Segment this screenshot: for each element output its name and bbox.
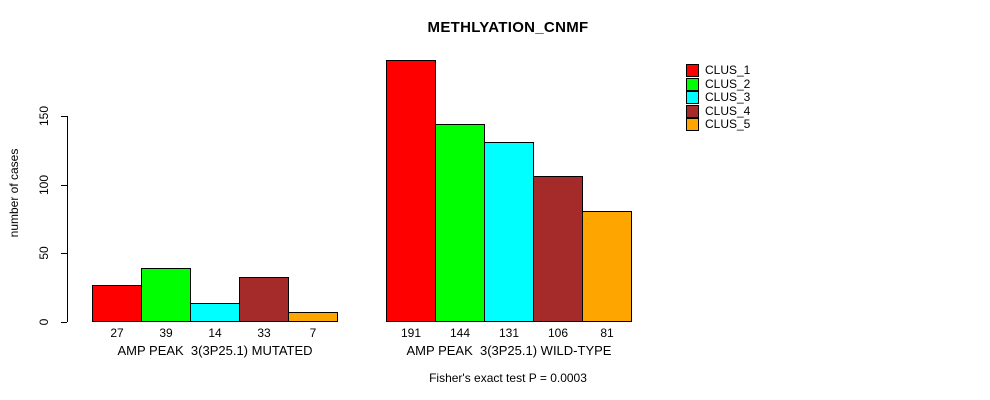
bar-value-wild-type-clus_4: 106: [547, 326, 569, 340]
fisher-test-annotation: Fisher's exact test P = 0.0003: [429, 371, 587, 385]
legend-label-clus_1: CLUS_1: [705, 63, 751, 78]
bar-wild-type-clus_5: [582, 211, 632, 322]
legend-label-clus_3: CLUS_3: [705, 90, 751, 105]
bar-value-wild-type-clus_5: 81: [600, 326, 614, 340]
bar-wild-type-clus_4: [533, 176, 583, 322]
legend-row-clus_2: CLUS_2: [686, 76, 751, 92]
legend-label-clus_5: CLUS_5: [705, 117, 751, 132]
legend-swatch-clus_5: [686, 118, 699, 132]
bar-mutated-clus_1: [92, 285, 142, 322]
legend-row-clus_5: CLUS_5: [686, 118, 750, 132]
bar-value-mutated-clus_1: 27: [110, 326, 124, 340]
legend-label-clus_4: CLUS_4: [705, 103, 751, 118]
bar-value-mutated-clus_4: 33: [257, 326, 271, 340]
legend: CLUS_1 CLUS_2 CLUS_3 CLUS_4 CLUS_5: [686, 64, 750, 132]
legend-label-clus_2: CLUS_2: [705, 76, 751, 91]
y-axis-line: [67, 116, 68, 322]
y-tick-mark: [61, 322, 67, 323]
bar-value-wild-type-clus_1: 191: [400, 326, 422, 340]
y-tick-mark: [61, 185, 67, 186]
group-label-mutated: AMP PEAK 3(3P25.1) MUTATED: [117, 343, 313, 358]
bar-value-mutated-clus_5: 7: [309, 326, 317, 340]
bar-value-wild-type-clus_2: 144: [449, 326, 471, 340]
legend-swatch-clus_3: [686, 91, 699, 105]
group-label-wild-type: AMP PEAK 3(3P25.1) WILD-TYPE: [406, 343, 612, 358]
bar-mutated-clus_2: [141, 268, 191, 322]
bar-wild-type-clus_2: [435, 124, 485, 322]
bar-value-mutated-clus_3: 14: [208, 326, 222, 340]
chart-title: METHLYATION_CNMF: [427, 19, 589, 36]
bar-wild-type-clus_3: [484, 142, 534, 322]
legend-row-clus_4: CLUS_4: [686, 103, 751, 119]
bar-mutated-clus_5: [288, 312, 338, 322]
bar-mutated-clus_3: [190, 303, 240, 322]
y-tick-label: 0: [37, 318, 51, 326]
y-tick-label: 50: [37, 246, 51, 260]
y-tick-mark: [61, 253, 67, 254]
bar-mutated-clus_4: [239, 277, 289, 322]
legend-swatch-clus_4: [686, 104, 699, 118]
legend-swatch-clus_2: [686, 77, 699, 91]
y-tick-label: 100: [37, 174, 51, 196]
bar-wild-type-clus_1: [386, 60, 436, 322]
legend-row-clus_3: CLUS_3: [686, 91, 750, 105]
y-tick-label: 150: [37, 105, 51, 127]
bar-value-wild-type-clus_3: 131: [498, 326, 520, 340]
legend-row-clus_1: CLUS_1: [686, 64, 750, 78]
bar-value-mutated-clus_2: 39: [159, 326, 173, 340]
legend-swatch-clus_1: [686, 64, 699, 78]
y-axis-label: number of cases: [7, 148, 21, 238]
y-tick-mark: [61, 116, 67, 117]
